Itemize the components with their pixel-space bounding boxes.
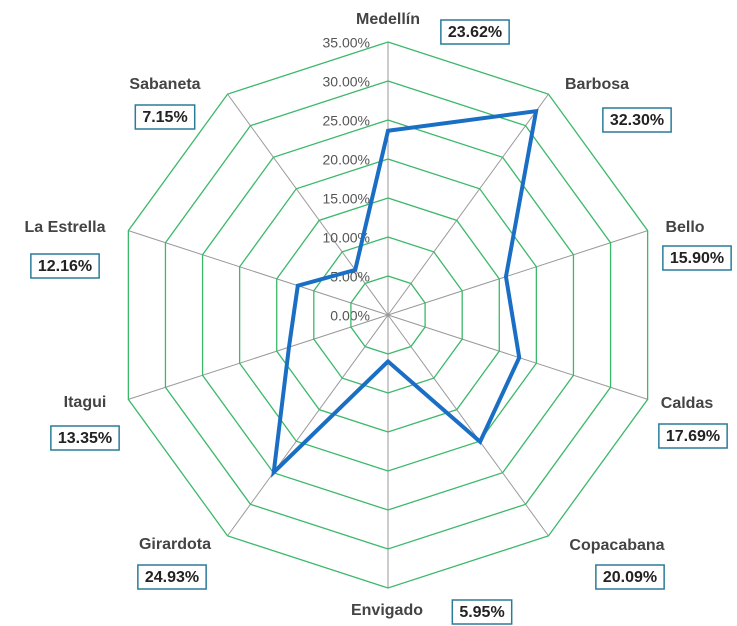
spoke: [128, 230, 389, 316]
spoke: [387, 93, 549, 316]
category-label: La Estrella: [25, 219, 106, 236]
value-box: [451, 599, 513, 625]
r-tick-label: 25.00%: [323, 113, 370, 129]
spoke: [387, 314, 549, 537]
category-label: Medellín: [356, 11, 420, 28]
category-label: Bello: [665, 219, 704, 236]
value-box: [662, 245, 732, 271]
value-box: [440, 19, 510, 45]
value-label: 5.95%: [459, 604, 504, 621]
value-box: [137, 564, 207, 590]
category-label: Itagui: [64, 394, 107, 411]
spoke: [387, 230, 648, 316]
r-tick-label: 20.00%: [323, 152, 370, 168]
r-tick-label: 10.00%: [323, 230, 370, 246]
value-label: 24.93%: [145, 569, 199, 586]
grid-ring: [164, 80, 612, 550]
grid-ring: [201, 119, 575, 511]
value-box: [50, 425, 120, 451]
category-label: Copacabana: [569, 537, 664, 554]
spoke: [128, 314, 389, 400]
value-label: 7.15%: [142, 109, 187, 126]
value-label: 12.16%: [38, 258, 92, 275]
category-label: Caldas: [661, 395, 714, 412]
value-box: [595, 564, 665, 590]
series-line: [271, 108, 539, 478]
value-label: 23.62%: [448, 24, 502, 41]
spoke: [227, 314, 389, 537]
value-label: 20.09%: [603, 569, 657, 586]
r-tick-label: 30.00%: [323, 74, 370, 90]
grid-ring: [238, 158, 538, 472]
category-label: Girardota: [139, 536, 211, 553]
category-label: Sabaneta: [129, 76, 200, 93]
grid-ring: [276, 197, 500, 433]
grid-ring: [350, 275, 426, 355]
value-label: 17.69%: [666, 428, 720, 445]
r-tick-label: 15.00%: [323, 191, 370, 207]
value-label: 13.35%: [58, 430, 112, 447]
value-box: [134, 104, 196, 130]
r-tick-label: 0.00%: [330, 308, 370, 324]
category-label: Envigado: [351, 602, 423, 619]
value-box: [602, 107, 672, 133]
category-label: Barbosa: [565, 76, 629, 93]
value-box: [30, 253, 100, 279]
value-box: [658, 423, 728, 449]
spoke: [227, 93, 389, 316]
grid-ring: [127, 41, 649, 589]
value-label: 32.30%: [610, 112, 664, 129]
value-label: 15.90%: [670, 250, 724, 267]
r-tick-label: 35.00%: [323, 35, 370, 51]
